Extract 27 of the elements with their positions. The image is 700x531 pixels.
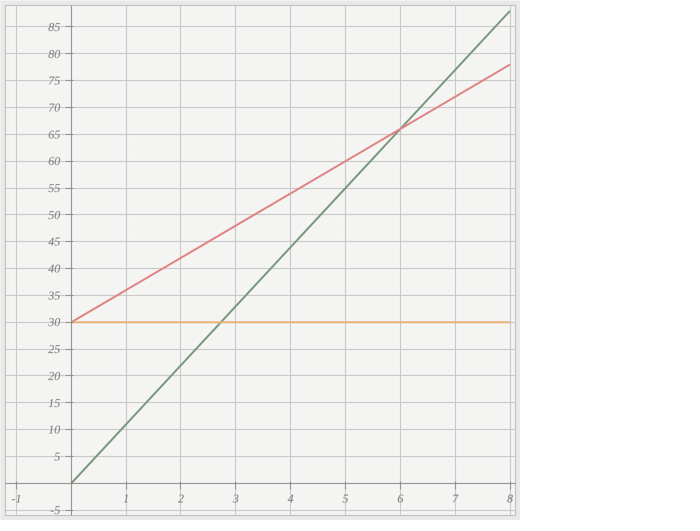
y-tick-label: 85 [48,20,60,34]
y-tick-label: 80 [48,46,60,61]
x-tick-label: 5 [342,491,348,506]
y-tick-label: 25 [48,342,60,356]
x-tick-label: 7 [452,491,460,506]
x-tick-label: -1 [11,491,22,506]
y-tick-label: 20 [48,368,60,383]
y-tick-label: 75 [48,74,60,88]
y-tick-label: 55 [48,181,60,196]
x-tick-label: 3 [232,491,239,506]
x-tick-label: 6 [397,491,404,506]
x-tick-label: 4 [288,491,294,506]
y-tick-label: 10 [48,422,60,437]
y-tick-label: 35 [47,288,60,302]
y-tick-label: 45 [48,234,60,249]
x-tick-label: 1 [123,491,130,506]
y-tick-label: 60 [48,154,60,168]
y-tick-label: 30 [47,315,60,330]
y-tick-label: 15 [48,396,60,410]
y-tick-label: 70 [48,100,60,114]
y-tick-label: 40 [48,262,60,276]
y-tick-label: -5 [50,503,60,518]
y-tick-label: 5 [54,449,60,464]
x-tick-label: 8 [507,491,514,506]
y-tick-label: 65 [48,127,60,142]
x-tick-label: 2 [178,491,184,506]
y-tick-label: 50 [48,208,60,222]
